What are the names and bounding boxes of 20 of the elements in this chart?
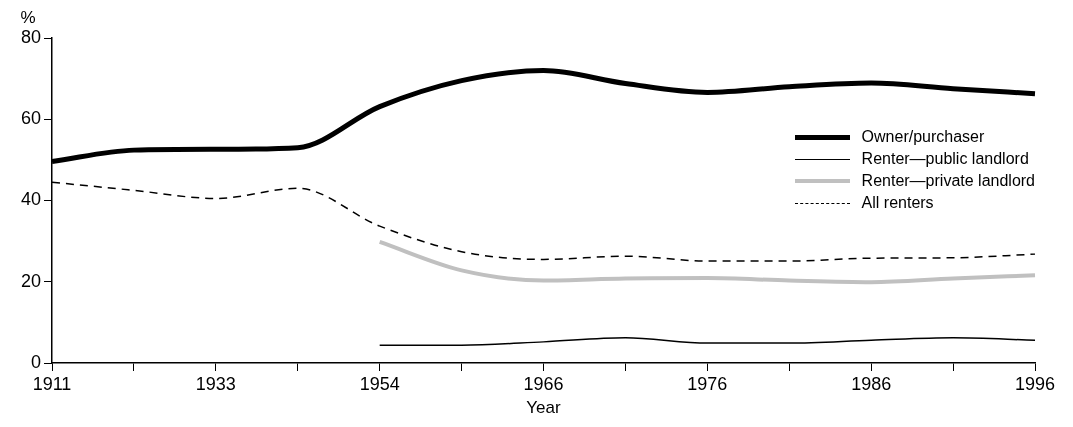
y-axis-title: % — [20, 8, 36, 28]
legend-label: All renters — [861, 194, 934, 212]
line-series — [378, 337, 1036, 346]
y-tick-label: 60 — [20, 108, 42, 129]
x-tick-label: 1966 — [523, 373, 564, 394]
y-tick-label: 80 — [20, 26, 42, 47]
legend-label: Owner/purchaser — [861, 128, 985, 146]
legend-label: Renter—public landlord — [861, 150, 1029, 168]
y-tick-label: 20 — [20, 270, 42, 291]
y-tick-label: 40 — [20, 189, 42, 210]
line-series — [377, 239, 1037, 285]
x-tick-label: 1976 — [687, 373, 728, 394]
x-tick-label: 1986 — [851, 373, 892, 394]
x-tick-label: 1996 — [1014, 373, 1056, 394]
legend-label: Renter—private landlord — [861, 172, 1035, 190]
x-axis-title: Year — [526, 398, 562, 418]
x-tick-label: 1954 — [359, 373, 400, 394]
x-tick-label: 1911 — [32, 373, 72, 394]
y-tick-label: 0 — [31, 351, 42, 372]
x-tick-label: 1933 — [195, 373, 236, 394]
